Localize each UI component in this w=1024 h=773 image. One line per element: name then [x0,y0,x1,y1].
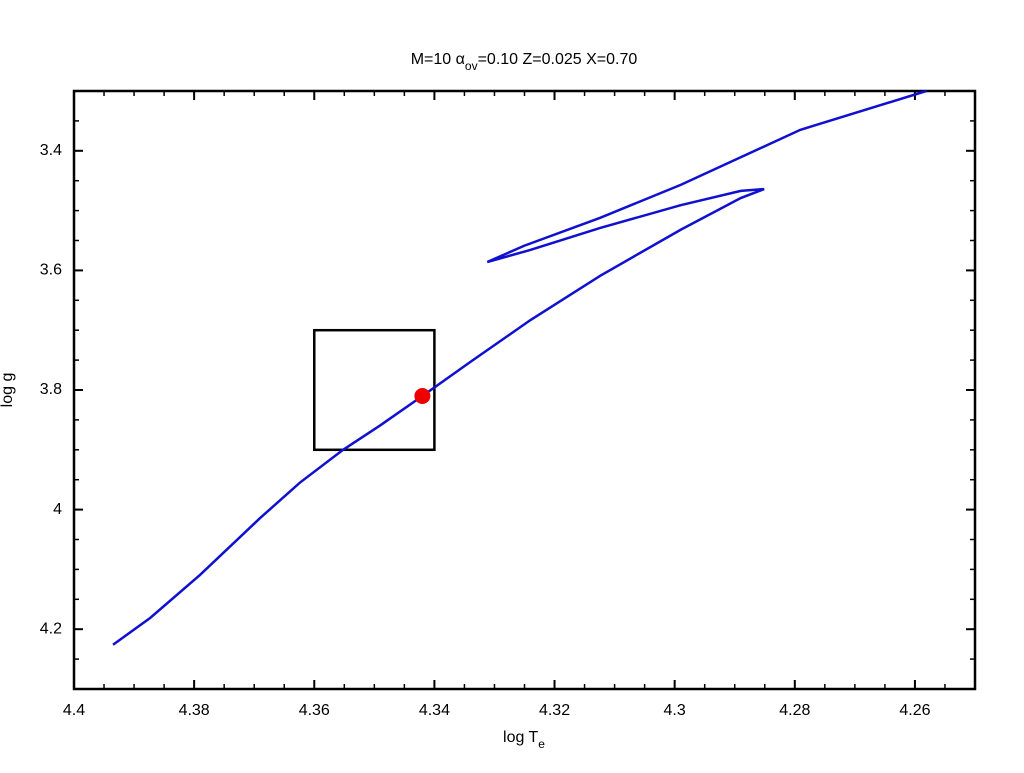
text-part: ov [465,59,478,73]
x-tick-label: 4.32 [539,702,570,719]
track-line [112,89,927,646]
text-part: log T [503,729,539,746]
x-tick-label: 4.26 [899,702,930,719]
x-tick-label: 4.4 [63,702,85,719]
text-part: e [538,737,545,751]
y-tick-label: 4 [53,501,62,518]
y-tick-label: 3.4 [40,142,62,159]
x-tick-label: 4.34 [419,702,450,719]
y-tick-label: 3.8 [40,381,62,398]
text-part: =0.10 Z=0.025 X=0.70 [478,51,638,68]
chart-title: M=10 αov=0.10 Z=0.025 X=0.70 [411,51,638,73]
x-tick-label: 4.38 [179,702,210,719]
y-tick-label: 4.2 [40,620,62,637]
x-tick-label: 4.36 [299,702,330,719]
x-tick-label: 4.28 [779,702,810,719]
x-tick-label: 4.3 [664,702,686,719]
text-part: M=10 α [411,51,465,68]
x-axis-label: log Te [503,729,545,751]
error-box [313,328,436,452]
y-axis-label: log g [0,373,16,408]
model-point [414,387,431,404]
y-tick-label: 3.6 [40,262,62,279]
plot-frame [72,89,977,691]
